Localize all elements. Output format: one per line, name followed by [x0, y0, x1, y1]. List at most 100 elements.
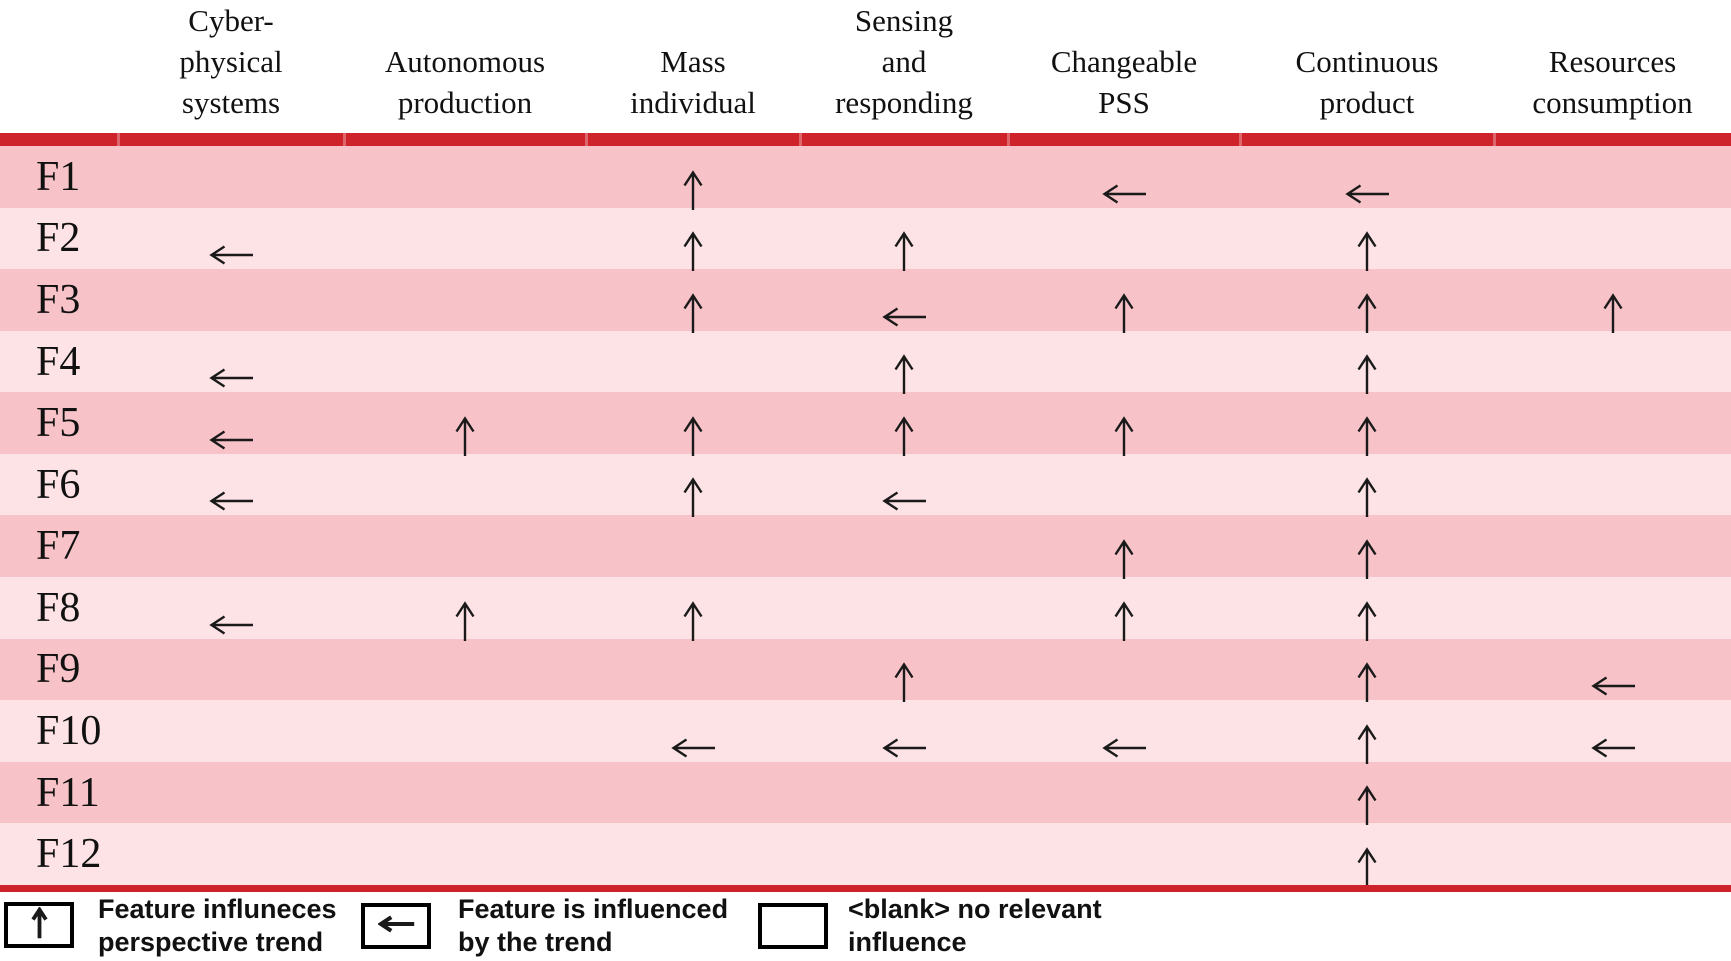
cell-f8-autonomous_production — [344, 577, 586, 641]
cell-f12-cyber_physical_systems — [118, 823, 344, 885]
cell-f5-continuous_product — [1240, 392, 1494, 457]
cell-f6-mass_individual — [586, 454, 800, 518]
row-label-f11: F11 — [36, 769, 100, 816]
cell-f4-cyber_physical_systems — [118, 331, 344, 393]
cell-f12-mass_individual — [586, 823, 800, 885]
cell-f10-sensing_and_responding — [800, 700, 1008, 762]
legend-box-up — [4, 902, 74, 948]
column-header-line: physical — [179, 44, 283, 79]
legend-label-line: Feature influneces — [98, 894, 337, 924]
cell-f12-sensing_and_responding — [800, 823, 1008, 885]
cell-f2-cyber_physical_systems — [118, 208, 344, 270]
up-arrow-icon — [1356, 415, 1378, 457]
up-arrow-icon — [1356, 230, 1378, 272]
bold-up-arrow-icon — [30, 905, 48, 944]
header-bar-separator — [117, 133, 120, 146]
matrix-body: F1 F2 F3 F4 F5 F6 F7 F8 F9 F10 F11 F12 — [0, 146, 1731, 888]
table-row-f6: F6 — [0, 453, 1731, 518]
column-header-line: and — [881, 44, 927, 79]
legend-label-line: perspective trend — [98, 927, 324, 957]
legend-label-line: <blank> no relevant — [848, 894, 1102, 924]
column-header-line: Resources — [1548, 44, 1677, 79]
cell-f5-cyber_physical_systems — [118, 392, 344, 454]
column-header-cyber_physical_systems: Cyber-physical systems — [118, 0, 344, 135]
cell-f12-resources_consumption — [1494, 823, 1731, 885]
cell-f11-continuous_product — [1240, 762, 1494, 826]
up-arrow-icon — [1356, 661, 1378, 703]
cell-f2-sensing_and_responding — [800, 208, 1008, 272]
cell-f2-mass_individual — [586, 208, 800, 272]
cell-f3-sensing_and_responding — [800, 269, 1008, 331]
row-label-f8: F8 — [36, 584, 81, 631]
cell-f10-continuous_product — [1240, 700, 1494, 764]
cell-f3-mass_individual — [586, 269, 800, 334]
up-arrow-icon — [893, 661, 915, 703]
header-corner-blank — [0, 0, 118, 135]
up-arrow-icon — [682, 292, 704, 334]
cell-f3-continuous_product — [1240, 269, 1494, 334]
cell-f11-cyber_physical_systems — [118, 762, 344, 824]
cell-f3-changeable_pss — [1008, 269, 1240, 333]
cell-f7-cyber_physical_systems — [118, 515, 344, 577]
cell-f8-mass_individual — [586, 577, 800, 641]
cell-f11-changeable_pss — [1008, 762, 1240, 824]
column-header-line: production — [397, 85, 533, 120]
cell-f11-autonomous_production — [344, 762, 586, 824]
cell-f8-resources_consumption — [1494, 577, 1731, 639]
column-header-line: consumption — [1532, 85, 1693, 120]
cell-f6-changeable_pss — [1008, 454, 1240, 516]
left-arrow-icon — [208, 245, 254, 265]
cell-f7-autonomous_production — [344, 515, 586, 577]
column-header-line: responding — [835, 85, 973, 120]
left-arrow-icon — [208, 430, 254, 450]
up-arrow-icon — [1356, 292, 1378, 334]
up-arrow-icon — [1356, 538, 1378, 580]
up-arrow-icon — [1113, 600, 1135, 642]
cell-f9-cyber_physical_systems — [118, 639, 344, 701]
left-arrow-icon — [1590, 738, 1636, 758]
table-row-f3: F3 — [0, 269, 1731, 334]
cell-f12-changeable_pss — [1008, 823, 1240, 885]
cell-f10-changeable_pss — [1008, 700, 1240, 762]
column-header-changeable_pss: Changeable PSS — [1008, 0, 1240, 135]
left-arrow-icon — [1590, 676, 1636, 696]
up-arrow-icon — [1602, 292, 1624, 334]
cell-f4-mass_individual — [586, 331, 800, 393]
column-header-line: PSS — [1098, 85, 1150, 120]
cell-f4-autonomous_production — [344, 331, 586, 393]
legend-label-left: Feature is influenced by the trend — [458, 893, 728, 959]
legend-label-line: by the trend — [458, 927, 613, 957]
up-arrow-icon — [1356, 846, 1378, 888]
header-bar-separator — [585, 133, 588, 146]
cell-f9-continuous_product — [1240, 639, 1494, 703]
cell-f4-sensing_and_responding — [800, 331, 1008, 395]
cell-f5-changeable_pss — [1008, 392, 1240, 456]
cell-f2-continuous_product — [1240, 208, 1494, 272]
column-header-line: Cyber- — [188, 3, 274, 38]
left-arrow-icon — [670, 738, 716, 758]
cell-f10-cyber_physical_systems — [118, 700, 344, 762]
cell-f11-sensing_and_responding — [800, 762, 1008, 824]
cell-f3-resources_consumption — [1494, 269, 1731, 334]
table-row-f8: F8 — [0, 577, 1731, 642]
cell-f8-changeable_pss — [1008, 577, 1240, 642]
column-header-line: Changeable — [1050, 44, 1198, 79]
row-label-f10: F10 — [36, 707, 102, 754]
legend-label-up: Feature influneces perspective trend — [98, 893, 337, 959]
up-arrow-icon — [1356, 784, 1378, 826]
cell-f2-resources_consumption — [1494, 208, 1731, 270]
left-arrow-icon — [881, 307, 927, 327]
header-rule-bar — [0, 133, 1731, 146]
cell-f8-sensing_and_responding — [800, 577, 1008, 639]
left-arrow-icon — [208, 615, 254, 635]
legend-box-blank — [758, 903, 828, 949]
row-label-f7: F7 — [36, 523, 81, 570]
column-header-line: individual — [630, 85, 756, 120]
cell-f1-mass_individual — [586, 146, 800, 210]
column-headers-row: Cyber-physical systems Autonomous productio… — [0, 0, 1731, 133]
column-header-line: Continuous — [1295, 44, 1439, 79]
up-arrow-icon — [454, 415, 476, 457]
cell-f5-resources_consumption — [1494, 392, 1731, 454]
up-arrow-icon — [1356, 600, 1378, 642]
